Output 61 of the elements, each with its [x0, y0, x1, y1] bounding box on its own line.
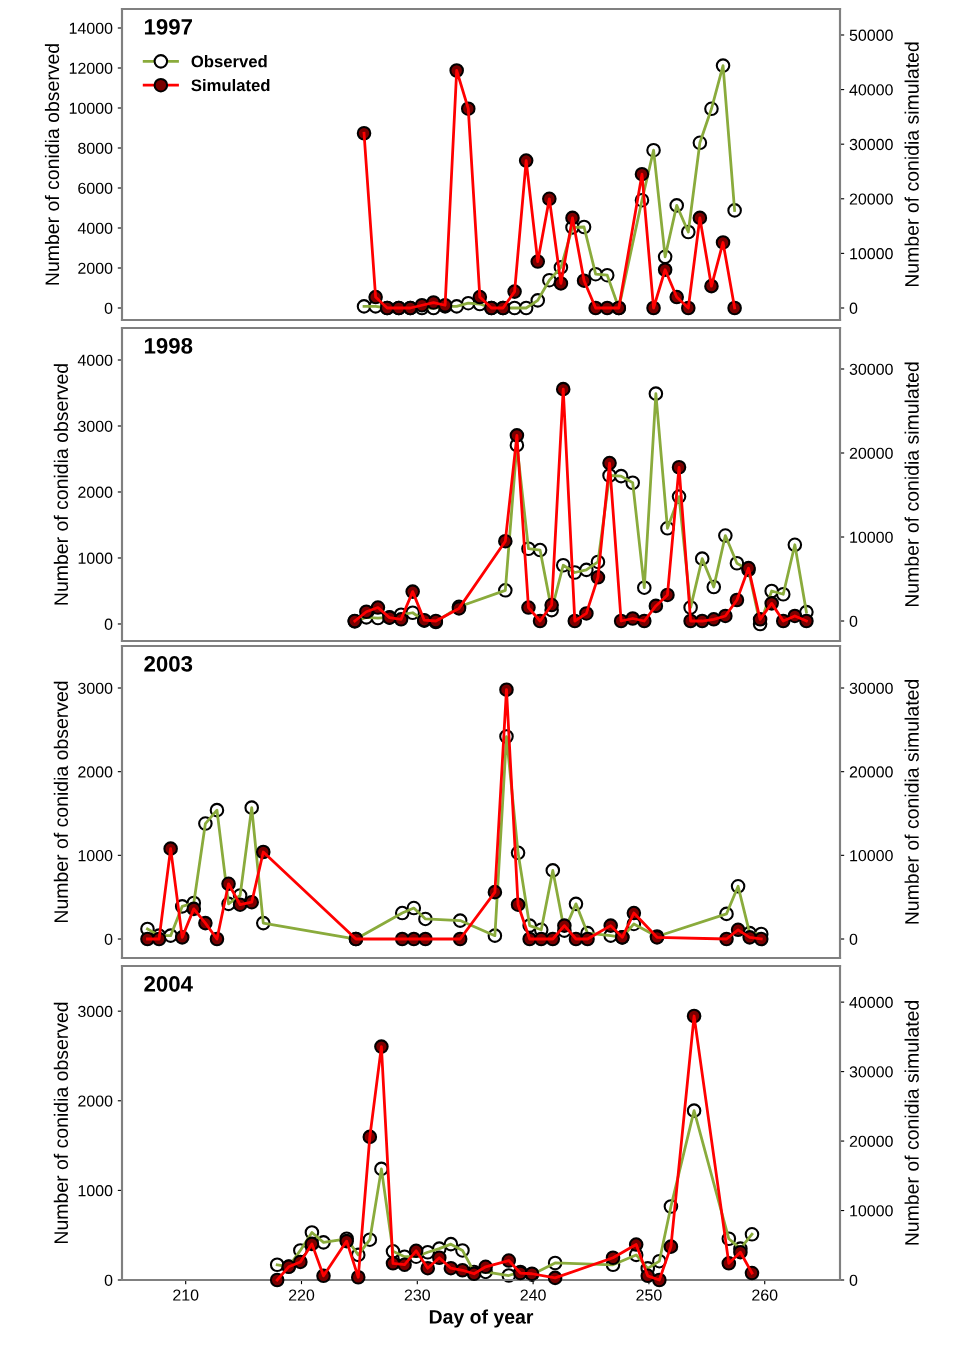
y2-tick-label: 40000	[849, 84, 893, 96]
y-tick-label: 12000	[69, 62, 113, 74]
chart-title: 1998	[144, 337, 193, 354]
y2-tick-label: 10000	[850, 248, 893, 260]
y2-tick-label: 20000	[849, 1135, 893, 1148]
y-tick-label: 1000	[78, 1185, 113, 1197]
y2-tick-label: 20000	[849, 193, 893, 205]
y-axis-title: Number of conidia observed	[53, 681, 69, 922]
y2-tick-label: 30000	[849, 682, 893, 694]
y2-axis-title: Number of conidia simulated	[904, 1001, 919, 1245]
y2-tick-label: 30000	[849, 138, 893, 151]
y-tick-label: 3000	[78, 682, 113, 694]
y-tick-label: 4000	[77, 222, 113, 234]
y-axis-title: Number of conidia observed	[44, 44, 60, 285]
x-tick-label: 210	[173, 1289, 199, 1301]
chart-title: 2004	[144, 976, 193, 992]
y-axis-title: Number of conidia observed	[53, 1002, 69, 1243]
y-tick-label: 0	[104, 302, 113, 314]
y2-tick-label: 0	[849, 933, 858, 945]
y-tick-label: 8000	[78, 142, 113, 154]
x-tick-label: 240	[520, 1289, 546, 1301]
y-axis-title: Number of conidia observed	[53, 364, 69, 605]
y2-tick-label: 0	[849, 615, 858, 627]
x-tick-label: 260	[752, 1289, 778, 1301]
y-tick-label: 2000	[78, 262, 113, 274]
y-tick-label: 0	[104, 933, 113, 945]
x-axis-title: Day of year	[429, 1309, 534, 1328]
legend-label: Simulated	[191, 78, 270, 92]
y-tick-label: 4000	[77, 354, 113, 366]
y-tick-label: 1000	[78, 849, 113, 862]
y2-tick-label: 10000	[850, 531, 893, 543]
y-tick-label: 3000	[78, 1005, 113, 1018]
y-tick-label: 0	[104, 1274, 113, 1286]
chart-title: 2003	[144, 655, 193, 672]
y2-tick-label: 10000	[850, 849, 893, 862]
y2-tick-label: 30000	[849, 363, 893, 375]
x-tick-label: 250	[636, 1289, 662, 1301]
x-tick-label: 230	[404, 1289, 431, 1301]
y2-axis-title: Number of conidia simulated	[904, 362, 919, 607]
legend-label: Observed	[191, 55, 267, 68]
y-tick-label: 3000	[78, 420, 113, 432]
y2-tick-label: 0	[849, 302, 858, 314]
y-tick-label: 2000	[78, 486, 113, 498]
y2-tick-label: 0	[849, 1274, 858, 1286]
y2-tick-label: 40000	[849, 996, 893, 1009]
y2-tick-label: 20000	[849, 447, 893, 459]
y2-tick-label: 30000	[849, 1066, 893, 1078]
y2-axis-title: Number of conidia simulated	[904, 680, 919, 924]
y-tick-label: 14000	[69, 22, 113, 34]
y2-tick-label: 50000	[849, 29, 893, 41]
y2-tick-label: 20000	[849, 766, 893, 778]
x-tick-label: 220	[288, 1289, 315, 1301]
y-tick-label: 10000	[69, 102, 113, 114]
chart-title: 1997	[144, 18, 192, 35]
y-tick-label: 1000	[78, 552, 113, 564]
y-tick-label: 2000	[78, 1095, 113, 1107]
y-tick-label: 2000	[78, 766, 113, 778]
y2-tick-label: 10000	[850, 1205, 893, 1217]
y-tick-label: 6000	[78, 182, 113, 194]
y2-axis-title: Number of conidia simulated	[904, 42, 919, 287]
y-tick-label: 0	[104, 618, 113, 630]
